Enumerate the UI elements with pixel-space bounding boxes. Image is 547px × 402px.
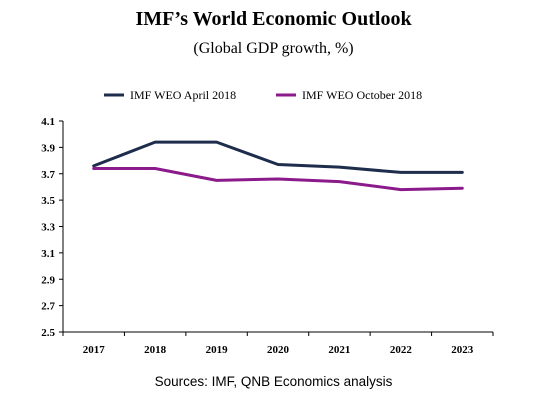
y-tick-label: 2.7: [41, 301, 55, 313]
y-tick-label: 2.9: [41, 274, 55, 286]
series-line-1: [92, 140, 464, 174]
x-tick-label: 2018: [144, 344, 167, 356]
x-tick-label: 2017: [83, 344, 106, 356]
y-tick-label: 3.7: [41, 169, 55, 181]
legend-label-1: IMF WEO April 2018: [130, 88, 236, 102]
x-tick-label: 2023: [451, 344, 474, 356]
x-tick-label: 2022: [390, 344, 413, 356]
y-tick-label: 3.9: [41, 142, 55, 154]
x-tick-label: 2020: [267, 344, 290, 356]
y-tick-label: 3.3: [41, 222, 55, 234]
x-tick-label: 2021: [328, 344, 350, 356]
chart-title: IMF’s World Economic Outlook: [135, 8, 412, 30]
source-note: Sources: IMF, QNB Economics analysis: [154, 374, 393, 389]
x-tick-label: 2019: [206, 344, 229, 356]
series-line-2: [92, 166, 464, 192]
y-tick-label: 4.1: [41, 116, 55, 128]
legend-label-2: IMF WEO October 2018: [302, 88, 422, 102]
chart-subtitle: (Global GDP growth, %): [193, 40, 354, 57]
y-tick-label: 2.5: [41, 327, 55, 339]
y-tick-label: 3.5: [41, 195, 55, 207]
y-tick-label: 3.1: [41, 248, 55, 260]
